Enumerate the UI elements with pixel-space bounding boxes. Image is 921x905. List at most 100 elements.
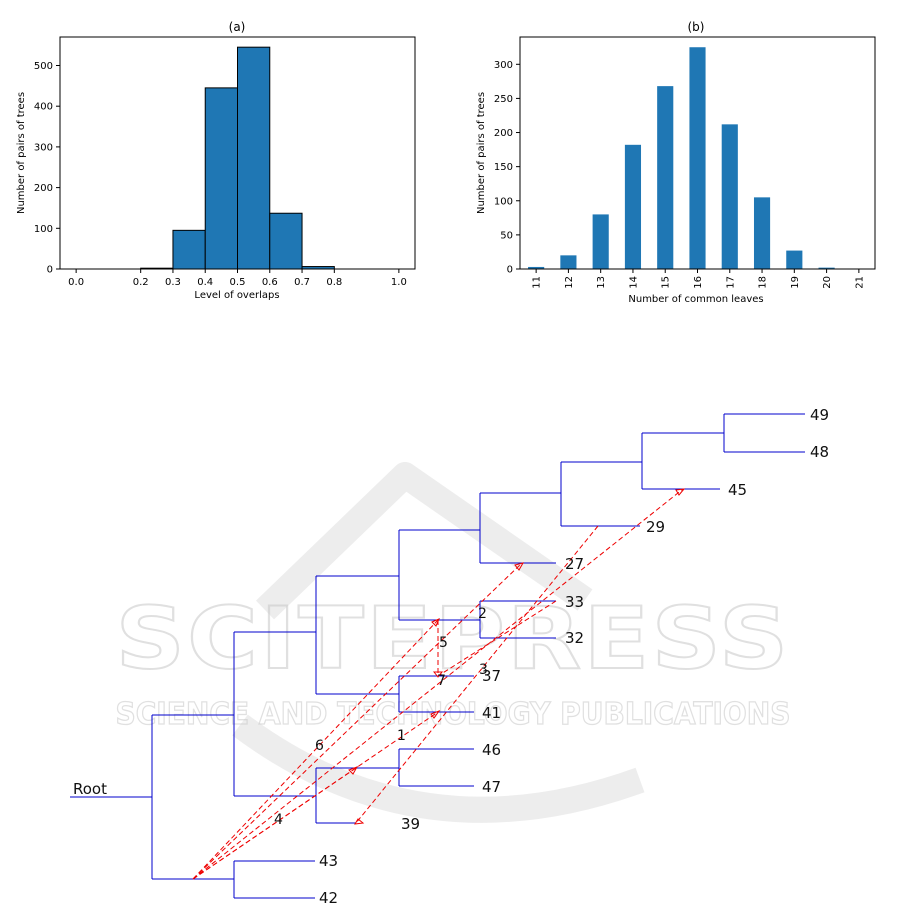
bar-chart-common-leaves: (b) Number of common leaves Number of pa… <box>476 20 876 305</box>
leaf-label: 33 <box>565 593 584 611</box>
leaf-label: 49 <box>810 406 829 424</box>
chart-a-title: (a) <box>229 20 246 34</box>
watermark-swoosh-lower <box>232 714 645 823</box>
branch-f <box>316 675 474 713</box>
histogram-overlaps: (a) Level of overlaps Number of pairs of… <box>16 20 416 301</box>
x-tick-label: 0.3 <box>165 277 181 288</box>
x-tick-label: 16 <box>693 276 704 289</box>
leaf-label: 41 <box>482 704 501 722</box>
arrow-to-45 <box>192 488 684 880</box>
leaf-label: 47 <box>482 778 501 796</box>
y-tick-label: 0 <box>507 265 513 276</box>
y-tick-label: 100 <box>34 224 53 235</box>
chart-a-xlabel: Level of overlaps <box>194 290 279 301</box>
x-tick-label: 0.8 <box>326 277 342 288</box>
bar <box>818 267 835 269</box>
histogram-bar <box>204 87 239 270</box>
branch-i <box>399 600 556 639</box>
leaf-label: 43 <box>319 852 338 870</box>
x-tick-label: 11 <box>532 276 543 289</box>
bar <box>560 255 577 269</box>
bar <box>624 144 642 269</box>
tree-arrows <box>192 488 684 880</box>
y-tick-label: 400 <box>34 102 53 113</box>
histogram-bar <box>172 229 206 270</box>
chart-b-title: (b) <box>688 20 705 34</box>
watermark-swoosh-upper <box>255 462 593 620</box>
arrowhead <box>431 618 440 627</box>
leaf-label: 45 <box>728 481 747 499</box>
chart-b-xlabel: Number of common leaves <box>628 294 763 305</box>
arrow-number-label: 1 <box>397 728 406 744</box>
branch-l <box>642 413 805 453</box>
branch-a <box>152 632 235 796</box>
phylogenetic-tree: Root 49 48 45 29 27 33 32 37 41 46 47 39… <box>70 406 829 905</box>
bar <box>786 250 803 269</box>
y-tick-label: 200 <box>494 128 513 139</box>
arrow-number-label: 2 <box>478 606 487 622</box>
x-tick-label: 15 <box>661 276 672 289</box>
bar <box>592 214 609 269</box>
x-tick-label: 0.5 <box>230 277 246 288</box>
x-tick-label: 19 <box>790 276 801 289</box>
y-tick-label: 150 <box>494 162 513 173</box>
x-tick-label: 17 <box>725 276 736 289</box>
arrow-to-27 <box>192 562 523 880</box>
arrow-number-label: 4 <box>274 812 283 828</box>
leaf-label: 32 <box>565 629 584 647</box>
x-tick-label: 0.0 <box>68 277 84 288</box>
x-tick-label: 0.4 <box>197 277 213 288</box>
leaf-label: 46 <box>482 741 501 759</box>
chart-b-ylabel: Number of pairs of trees <box>476 92 487 214</box>
arrowhead <box>514 562 525 571</box>
x-tick-label: 14 <box>628 276 639 289</box>
arrowhead <box>432 671 444 678</box>
branch-e <box>316 530 400 620</box>
leaf-label: 42 <box>319 889 338 905</box>
branch-h <box>399 493 556 564</box>
bar <box>689 47 706 270</box>
arrow-33-to-37 <box>437 600 557 677</box>
arrow-number-label: 7 <box>437 673 446 689</box>
x-tick-label: 18 <box>758 276 769 289</box>
x-tick-label: 20 <box>822 276 833 289</box>
x-tick-label: 0.2 <box>133 277 149 288</box>
x-tick-label: 0.7 <box>294 277 310 288</box>
x-tick-label: 13 <box>596 276 607 289</box>
chart-b-frame <box>519 36 876 270</box>
y-tick-label: 50 <box>500 230 513 241</box>
branch-c <box>234 576 317 694</box>
watermark-main-text: SCITEPRESS <box>116 589 791 689</box>
bar <box>528 266 545 269</box>
arrow-to-2 <box>192 619 439 880</box>
bar <box>657 86 674 269</box>
arrow-to-39-stem <box>192 767 357 880</box>
x-tick-label: 21 <box>854 276 865 289</box>
leaf-label: 39 <box>401 815 420 833</box>
arrow-heads <box>348 488 686 825</box>
root-label: Root <box>73 780 107 798</box>
y-tick-label: 0 <box>47 265 53 276</box>
leaf-label: 27 <box>565 555 584 573</box>
chart-a-ylabel: Number of pairs of trees <box>16 92 27 214</box>
y-tick-label: 300 <box>494 60 513 71</box>
x-tick-label: 0.6 <box>262 277 278 288</box>
leaf-label: 48 <box>810 443 829 461</box>
y-tick-label: 300 <box>34 142 53 153</box>
histogram-bar <box>269 212 303 270</box>
arrow-number-label: 6 <box>315 738 324 754</box>
bar <box>753 197 771 269</box>
x-tick-label: 1.0 <box>391 277 407 288</box>
chart-a-frame <box>59 36 416 270</box>
histogram-bar <box>237 46 271 270</box>
y-tick-label: 200 <box>34 183 53 194</box>
branch-g <box>316 748 474 787</box>
arrow-number-label: 3 <box>479 662 488 678</box>
branch-b <box>152 860 315 899</box>
publisher-watermark: SCITEPRESS SCIENCE AND TECHNOLOGY PUBLIC… <box>115 462 791 823</box>
tree-branches <box>70 413 805 899</box>
bar <box>721 124 738 269</box>
branch-k <box>561 433 720 490</box>
y-tick-label: 250 <box>494 94 513 105</box>
